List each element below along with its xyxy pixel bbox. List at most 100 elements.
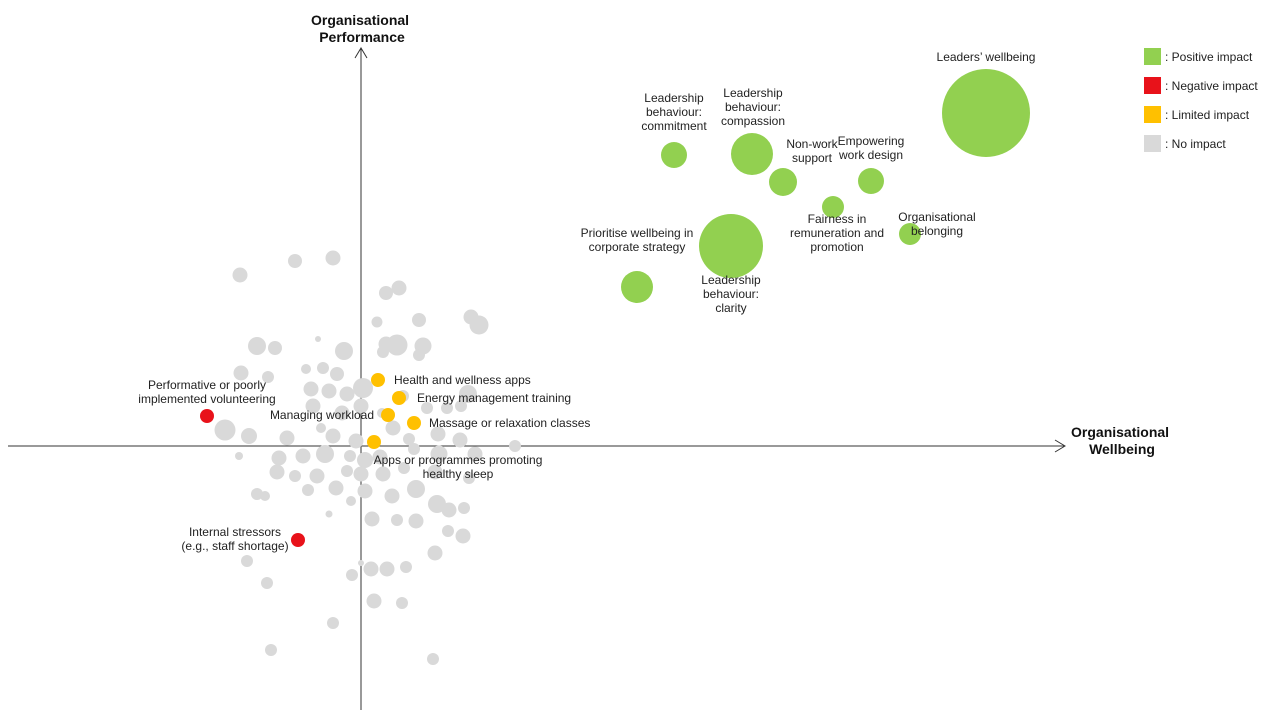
no-impact-point [377, 346, 389, 358]
label-line: Managing workload [270, 408, 374, 422]
label-line: behaviour: [646, 105, 702, 119]
no-impact-point [403, 433, 415, 445]
label-non-work-support: Non-work support [786, 137, 838, 165]
no-impact-point [408, 443, 420, 455]
label-line: Leaders’ wellbeing [937, 50, 1036, 64]
no-impact-point [302, 484, 314, 496]
label-organisational-belonging: Organisational belonging [898, 210, 975, 238]
point-massage-or-relaxation-classes [407, 416, 421, 430]
label-leadership-behaviour-clarity: Leadership behaviour: clarity [701, 273, 761, 315]
y-axis-title-line-1: Organisational [311, 12, 409, 28]
no-impact-point [467, 446, 483, 462]
no-impact-point [371, 316, 383, 328]
label-line: Non-work [786, 137, 838, 151]
label-line: Internal stressors [189, 525, 281, 539]
no-impact-point [407, 480, 425, 498]
no-impact-point [241, 555, 253, 567]
no-impact-point [357, 452, 373, 468]
labeled-points [200, 69, 1030, 547]
unlabeled-points [214, 250, 521, 665]
no-impact-point [325, 428, 341, 444]
no-impact-point [412, 313, 426, 327]
label-prioritise-wellbeing-in-corporate-strategy: Prioritise wellbeing in corporate strateg… [581, 226, 694, 254]
legend-label-negative: : Negative impact [1165, 78, 1258, 93]
label-line: healthy sleep [423, 467, 494, 481]
label-empowering-work-design: Empowering work design [838, 134, 905, 162]
label-line: belonging [911, 224, 963, 238]
no-impact-point [330, 367, 344, 381]
no-impact-point [248, 337, 266, 355]
point-managing-workload [381, 408, 395, 422]
label-line: clarity [715, 301, 746, 315]
no-impact-point [235, 452, 243, 460]
label-leadership-behaviour-compassion: Leadership behaviour: compassion [721, 86, 785, 128]
no-impact-point [321, 383, 337, 399]
no-impact-point [455, 528, 471, 544]
no-impact-point [427, 464, 443, 480]
point-organisational-belonging [899, 223, 921, 245]
point-leadership-behaviour-compassion [731, 133, 773, 175]
legend-item-none: : No impact [1144, 129, 1258, 158]
legend-item-positive: : Positive impact [1144, 42, 1258, 71]
legend-label-positive: : Positive impact [1165, 49, 1253, 64]
no-impact-point [357, 483, 373, 499]
label-line: Massage or relaxation classes [429, 416, 590, 430]
no-impact-point [428, 495, 446, 513]
no-impact-point [372, 449, 388, 465]
point-apps-or-programmes-promoting-healthy-sleep [367, 435, 381, 449]
label-line: Leadership [644, 91, 704, 105]
label-line: behaviour: [703, 287, 759, 301]
label-line: promotion [810, 240, 863, 254]
no-impact-point [353, 398, 369, 414]
no-impact-point [459, 385, 477, 403]
no-impact-point [400, 561, 412, 573]
label-massage-or-relaxation-classes: Massage or relaxation classes [429, 416, 590, 430]
no-impact-point [385, 420, 401, 436]
no-impact-point [346, 496, 356, 506]
no-impact-point [469, 315, 489, 335]
no-impact-point [348, 433, 364, 449]
no-impact-point [375, 466, 391, 482]
no-impact-point [268, 341, 282, 355]
no-impact-point [353, 378, 373, 398]
no-impact-point [214, 419, 236, 441]
no-impact-point [289, 470, 301, 482]
no-impact-point [346, 569, 358, 581]
legend-label-none: : No impact [1165, 136, 1226, 151]
no-impact-point [455, 400, 467, 412]
x-axis-title: Organisational Wellbeing [1071, 424, 1173, 457]
no-impact-point [452, 432, 468, 448]
legend-item-negative: : Negative impact [1144, 71, 1258, 100]
no-impact-point [260, 491, 270, 501]
no-impact-point [391, 280, 407, 296]
no-impact-point [391, 514, 403, 526]
x-axis-title-line-1: Organisational [1071, 424, 1169, 440]
no-impact-point [233, 365, 249, 381]
no-impact-point [241, 428, 257, 444]
label-line: Prioritise wellbeing in [581, 226, 694, 240]
point-non-work-support [769, 168, 797, 196]
point-health-and-wellness-apps [371, 373, 385, 387]
point-fairness-in-remuneration-and-promotion [822, 196, 844, 218]
no-impact-point [363, 561, 379, 577]
label-line: commitment [641, 119, 707, 133]
label-line: (e.g., staff shortage) [181, 539, 288, 553]
no-impact-point [334, 405, 350, 421]
no-impact-point [316, 423, 326, 433]
point-internal-stressors-e-g-staff-shortage [291, 533, 305, 547]
no-impact-point [339, 386, 355, 402]
no-impact-point [301, 364, 311, 374]
no-impact-point [384, 488, 400, 504]
label-line: Leadership [723, 86, 783, 100]
no-impact-point [317, 362, 329, 374]
no-impact-point [413, 349, 425, 361]
label-internal-stressors-e-g-staff-shortage: Internal stressors (e.g., staff shortage) [181, 525, 288, 553]
no-impact-point [341, 465, 353, 477]
legend-label-limited: : Limited impact [1165, 107, 1250, 122]
label-managing-workload: Managing workload [270, 408, 374, 422]
no-impact-point [442, 525, 454, 537]
point-leadership-behaviour-commitment [661, 142, 687, 168]
no-impact-point [458, 502, 470, 514]
